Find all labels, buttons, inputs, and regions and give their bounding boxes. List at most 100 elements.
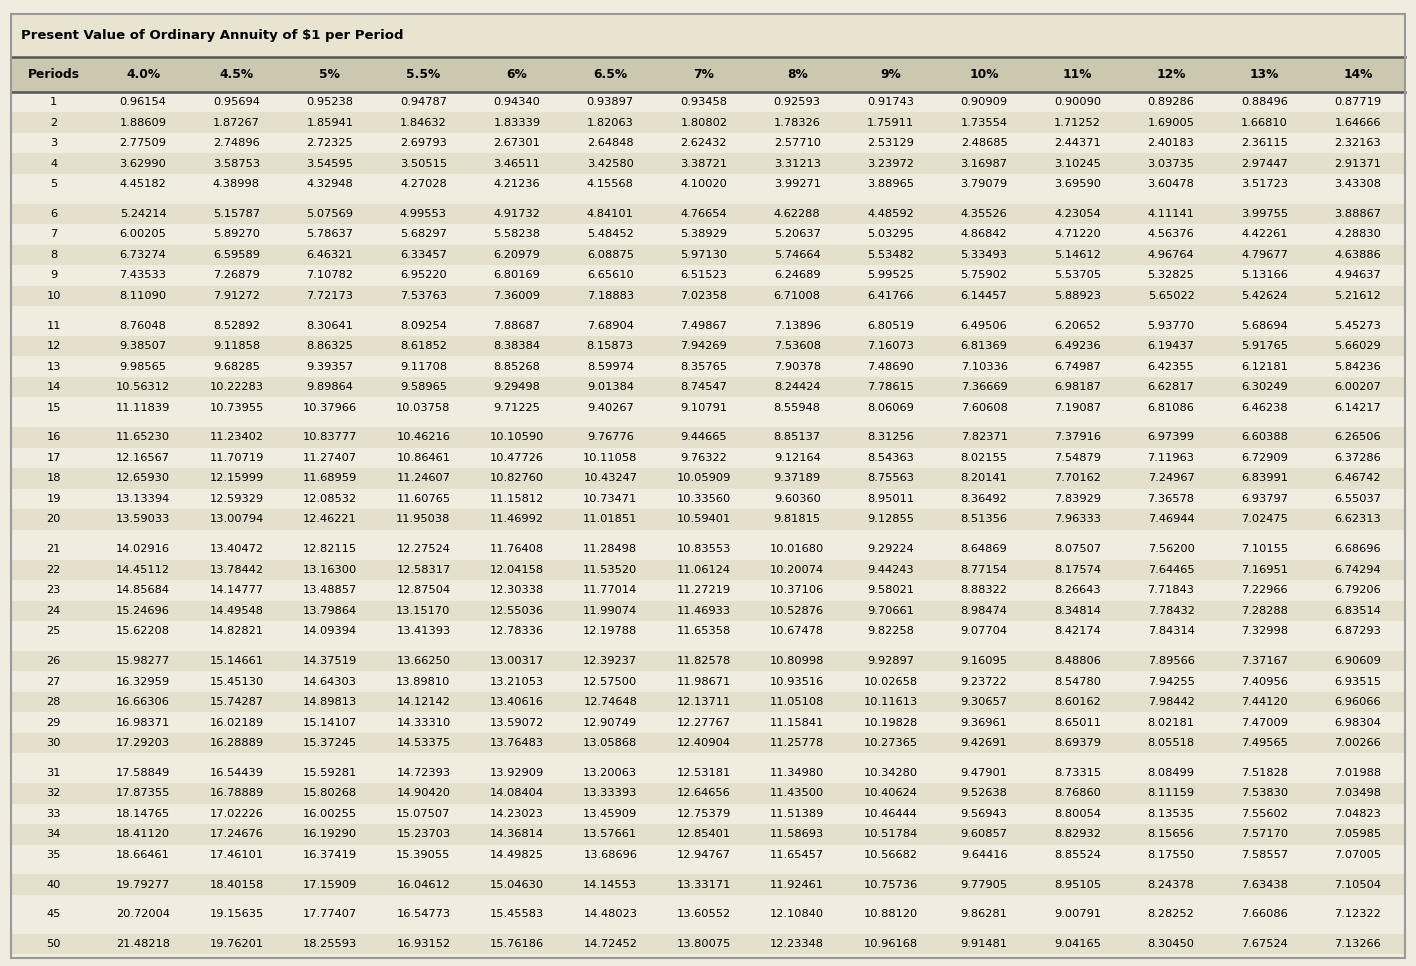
Bar — [11, 469, 1405, 489]
Text: 13.48857: 13.48857 — [303, 585, 357, 595]
Text: 21: 21 — [47, 544, 61, 554]
Bar — [190, 57, 283, 92]
Text: 7.12322: 7.12322 — [1334, 909, 1382, 920]
Text: 14.02916: 14.02916 — [116, 544, 170, 554]
Text: 6.26506: 6.26506 — [1335, 433, 1381, 442]
Text: 9.00791: 9.00791 — [1054, 909, 1102, 920]
Text: 9.04165: 9.04165 — [1054, 939, 1102, 950]
Text: 16.19290: 16.19290 — [303, 830, 357, 839]
Text: 6.98304: 6.98304 — [1334, 718, 1382, 727]
Text: 12.75379: 12.75379 — [677, 809, 731, 819]
Text: 0.94340: 0.94340 — [493, 97, 541, 107]
Text: 2.48685: 2.48685 — [960, 138, 1008, 148]
Text: 10.11613: 10.11613 — [864, 697, 918, 707]
Text: 5: 5 — [50, 179, 58, 189]
Text: 19.79277: 19.79277 — [116, 880, 170, 890]
Text: 25: 25 — [47, 626, 61, 637]
Text: 13: 13 — [47, 361, 61, 372]
Bar — [11, 174, 1405, 194]
Text: 7.22966: 7.22966 — [1242, 585, 1287, 595]
Text: 7.58557: 7.58557 — [1240, 850, 1289, 860]
Text: 4.23054: 4.23054 — [1054, 209, 1102, 219]
Text: 11: 11 — [47, 321, 61, 330]
Text: 7.28288: 7.28288 — [1240, 606, 1289, 615]
Text: 7.16073: 7.16073 — [867, 341, 915, 352]
Text: 6%: 6% — [507, 68, 527, 81]
Text: 0.93897: 0.93897 — [586, 97, 634, 107]
Text: 10.37106: 10.37106 — [770, 585, 824, 595]
Text: 9: 9 — [50, 270, 58, 280]
Text: 15.76186: 15.76186 — [490, 939, 544, 950]
Text: 8.24424: 8.24424 — [775, 383, 820, 392]
Bar — [11, 112, 1405, 132]
Text: 8.30641: 8.30641 — [306, 321, 354, 330]
Text: 7.48690: 7.48690 — [867, 361, 915, 372]
Bar — [11, 783, 1405, 804]
Text: 7.82371: 7.82371 — [960, 433, 1008, 442]
Text: 14.09394: 14.09394 — [303, 626, 357, 637]
Text: 13.13394: 13.13394 — [116, 494, 170, 504]
Bar — [11, 712, 1405, 733]
Text: 13%: 13% — [1250, 68, 1279, 81]
Text: 6.98187: 6.98187 — [1054, 383, 1102, 392]
Text: 7.05985: 7.05985 — [1334, 830, 1382, 839]
Text: 0.95238: 0.95238 — [306, 97, 354, 107]
Text: 11.01851: 11.01851 — [583, 515, 637, 525]
Text: 16: 16 — [47, 433, 61, 442]
Text: 6.14217: 6.14217 — [1334, 403, 1382, 412]
Text: 15.98277: 15.98277 — [116, 656, 170, 666]
Text: 16.78889: 16.78889 — [210, 788, 263, 798]
Text: 9.60857: 9.60857 — [960, 830, 1008, 839]
Text: 2.32163: 2.32163 — [1334, 138, 1382, 148]
Bar — [11, 427, 1405, 447]
Text: 5.53705: 5.53705 — [1054, 270, 1102, 280]
Text: 45: 45 — [47, 909, 61, 920]
Text: 5.42624: 5.42624 — [1242, 291, 1287, 300]
Text: 13.59033: 13.59033 — [116, 515, 170, 525]
Text: 11.43500: 11.43500 — [770, 788, 824, 798]
Bar — [11, 154, 1405, 174]
Text: 18.41120: 18.41120 — [116, 830, 170, 839]
Text: 9.29224: 9.29224 — [868, 544, 913, 554]
Text: 8.74547: 8.74547 — [680, 383, 728, 392]
Text: 16.98371: 16.98371 — [116, 718, 170, 727]
Text: 17.77407: 17.77407 — [303, 909, 357, 920]
Text: 6.46321: 6.46321 — [307, 250, 353, 260]
Text: 18.40158: 18.40158 — [210, 880, 263, 890]
Text: 16.37419: 16.37419 — [303, 850, 357, 860]
Text: 9.56943: 9.56943 — [960, 809, 1008, 819]
Text: 0.94787: 0.94787 — [399, 97, 447, 107]
Text: 15.07507: 15.07507 — [396, 809, 450, 819]
Text: 15.39055: 15.39055 — [396, 850, 450, 860]
Text: 4.48592: 4.48592 — [867, 209, 915, 219]
Text: 3.03735: 3.03735 — [1147, 158, 1195, 169]
Text: 14.14777: 14.14777 — [210, 585, 263, 595]
Text: 15.14661: 15.14661 — [210, 656, 263, 666]
Bar — [11, 934, 1405, 954]
Text: 2.77509: 2.77509 — [119, 138, 167, 148]
Text: 8.82932: 8.82932 — [1054, 830, 1102, 839]
Text: 6.71008: 6.71008 — [773, 291, 821, 300]
Text: 9.11708: 9.11708 — [399, 361, 447, 372]
Text: 9.71225: 9.71225 — [493, 403, 541, 412]
Text: 7.46944: 7.46944 — [1148, 515, 1194, 525]
Text: 6.55037: 6.55037 — [1334, 494, 1382, 504]
Text: 11.51389: 11.51389 — [770, 809, 824, 819]
Text: 6.30249: 6.30249 — [1240, 383, 1289, 392]
Text: 1.84632: 1.84632 — [399, 118, 447, 128]
Text: 10.51784: 10.51784 — [864, 830, 918, 839]
Bar — [11, 377, 1405, 397]
Text: 5.14612: 5.14612 — [1054, 250, 1102, 260]
Bar — [11, 244, 1405, 265]
Text: 14.72393: 14.72393 — [396, 768, 450, 778]
Text: 2.36115: 2.36115 — [1240, 138, 1289, 148]
Text: 9.11858: 9.11858 — [212, 341, 261, 352]
Text: 6.37286: 6.37286 — [1334, 453, 1382, 463]
Text: 7.60608: 7.60608 — [960, 403, 1008, 412]
Text: 11.24607: 11.24607 — [396, 473, 450, 483]
Text: 10.43247: 10.43247 — [583, 473, 637, 483]
Text: 4.96764: 4.96764 — [1148, 250, 1194, 260]
Text: 4.56376: 4.56376 — [1147, 229, 1195, 240]
Text: 12.94767: 12.94767 — [677, 850, 731, 860]
Text: 7.96333: 7.96333 — [1054, 515, 1102, 525]
